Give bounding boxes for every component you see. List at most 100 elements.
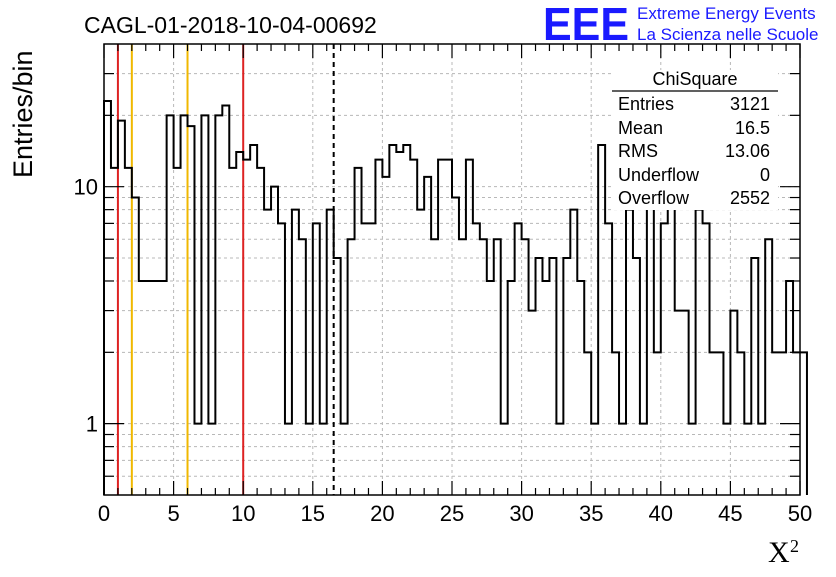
logo-letters: EEE bbox=[543, 0, 629, 50]
histogram-bin bbox=[250, 145, 257, 495]
histogram-bin bbox=[139, 281, 146, 495]
stats-value-underflow: 0 bbox=[760, 165, 770, 185]
histogram-bin bbox=[480, 239, 487, 495]
histogram-bin bbox=[710, 352, 717, 495]
histogram-bin bbox=[146, 281, 153, 495]
histogram-bin bbox=[452, 198, 459, 495]
histogram-bin bbox=[424, 177, 431, 495]
x-tick-label: 20 bbox=[370, 501, 394, 526]
histogram-bin bbox=[431, 239, 438, 495]
stats-label-overflow: Overflow bbox=[618, 188, 690, 208]
histogram-bin bbox=[417, 210, 424, 495]
histogram-bin bbox=[382, 177, 389, 495]
histogram-bin bbox=[334, 258, 341, 495]
histogram-bin bbox=[772, 352, 779, 495]
histogram-bin bbox=[389, 145, 396, 495]
stats-label-mean: Mean bbox=[618, 118, 663, 138]
histogram-bin bbox=[278, 223, 285, 495]
histogram-bin bbox=[640, 424, 647, 495]
histogram-bin bbox=[327, 210, 334, 495]
histogram-outline bbox=[103, 99, 808, 495]
histogram-bin bbox=[563, 258, 570, 495]
x-tick-label: 5 bbox=[167, 501, 179, 526]
histogram-bin bbox=[703, 223, 710, 495]
x-tick-label: 25 bbox=[440, 501, 464, 526]
histogram-bin bbox=[522, 239, 529, 495]
stats-label-rms: RMS bbox=[618, 141, 658, 161]
histogram-bin bbox=[208, 424, 215, 495]
histogram-bin bbox=[181, 115, 188, 495]
histogram-bin bbox=[487, 281, 494, 495]
histogram-bin bbox=[577, 281, 584, 495]
histogram-bin bbox=[689, 424, 696, 495]
histogram-bin bbox=[271, 187, 278, 495]
histogram-bin bbox=[529, 311, 536, 495]
x-tick-label: 15 bbox=[301, 501, 325, 526]
histogram-bin bbox=[285, 424, 292, 495]
histogram-bin bbox=[257, 168, 264, 495]
histogram-bin bbox=[188, 126, 195, 495]
histogram-bin bbox=[584, 352, 591, 495]
histogram-bin bbox=[556, 424, 563, 495]
histogram-bin bbox=[299, 239, 306, 495]
histogram-bin bbox=[765, 239, 772, 495]
histogram-bin bbox=[654, 352, 661, 495]
logo-line-1: Extreme Energy Events bbox=[637, 4, 816, 23]
x-tick-label: 35 bbox=[579, 501, 603, 526]
histogram-bin bbox=[153, 281, 160, 495]
histogram-bin bbox=[111, 168, 118, 495]
chart-title: CAGL-01-2018-10-04-00692 bbox=[84, 12, 377, 38]
stats-label-underflow: Underflow bbox=[618, 165, 700, 185]
histogram-bin bbox=[682, 311, 689, 495]
x-tick-label: 40 bbox=[649, 501, 673, 526]
histogram-bin bbox=[194, 424, 201, 495]
histogram-bin bbox=[542, 281, 549, 495]
histogram-bin bbox=[536, 258, 543, 495]
histogram-bin bbox=[445, 160, 452, 495]
histogram-bin bbox=[313, 223, 320, 495]
histogram-bin bbox=[306, 424, 313, 495]
histogram-bin bbox=[362, 223, 369, 495]
y-axis-label: Entries/bin bbox=[8, 50, 38, 178]
histogram-bin bbox=[466, 160, 473, 495]
histogram-bin bbox=[125, 168, 132, 495]
histogram-bin bbox=[494, 239, 501, 495]
histogram-bin bbox=[668, 187, 675, 495]
histogram-bin bbox=[174, 168, 181, 495]
x-tick-label: 50 bbox=[788, 501, 812, 526]
histogram-bin bbox=[355, 168, 362, 495]
histogram-bin bbox=[236, 152, 243, 495]
histogram-bin bbox=[410, 160, 417, 495]
histogram-bin bbox=[459, 239, 466, 495]
histogram-bin bbox=[696, 210, 703, 495]
x-tick-label: 45 bbox=[718, 501, 742, 526]
histogram-bin bbox=[598, 145, 605, 495]
histogram-bin bbox=[438, 160, 445, 495]
histogram-bin bbox=[473, 223, 480, 495]
histogram-bin bbox=[215, 115, 222, 495]
axis-ticks: 0 5 10 15 20 25 30 35 40 45 50 1 10 bbox=[74, 44, 812, 526]
histogram-bin bbox=[744, 424, 751, 495]
histogram-bin bbox=[118, 121, 125, 495]
histogram-bin bbox=[549, 258, 556, 495]
histogram-bin bbox=[243, 160, 250, 495]
x-tick-label: 10 bbox=[231, 501, 255, 526]
histogram-bin bbox=[292, 210, 299, 495]
histogram-bin bbox=[222, 106, 229, 495]
histogram-bin bbox=[647, 187, 654, 495]
histogram-bin bbox=[160, 281, 167, 495]
histogram-bin bbox=[104, 101, 111, 495]
histogram-bin bbox=[341, 424, 348, 495]
histogram-bin bbox=[132, 198, 139, 495]
histogram-bin bbox=[758, 424, 765, 495]
x-tick-label: 0 bbox=[98, 501, 110, 526]
y-tick-label: 1 bbox=[86, 412, 98, 437]
histogram-bin bbox=[716, 352, 723, 495]
histogram-bin bbox=[264, 210, 271, 495]
histogram-bin bbox=[508, 281, 515, 495]
histogram-bin bbox=[723, 424, 730, 495]
histogram-bin bbox=[229, 168, 236, 495]
histogram-bin bbox=[501, 424, 508, 495]
